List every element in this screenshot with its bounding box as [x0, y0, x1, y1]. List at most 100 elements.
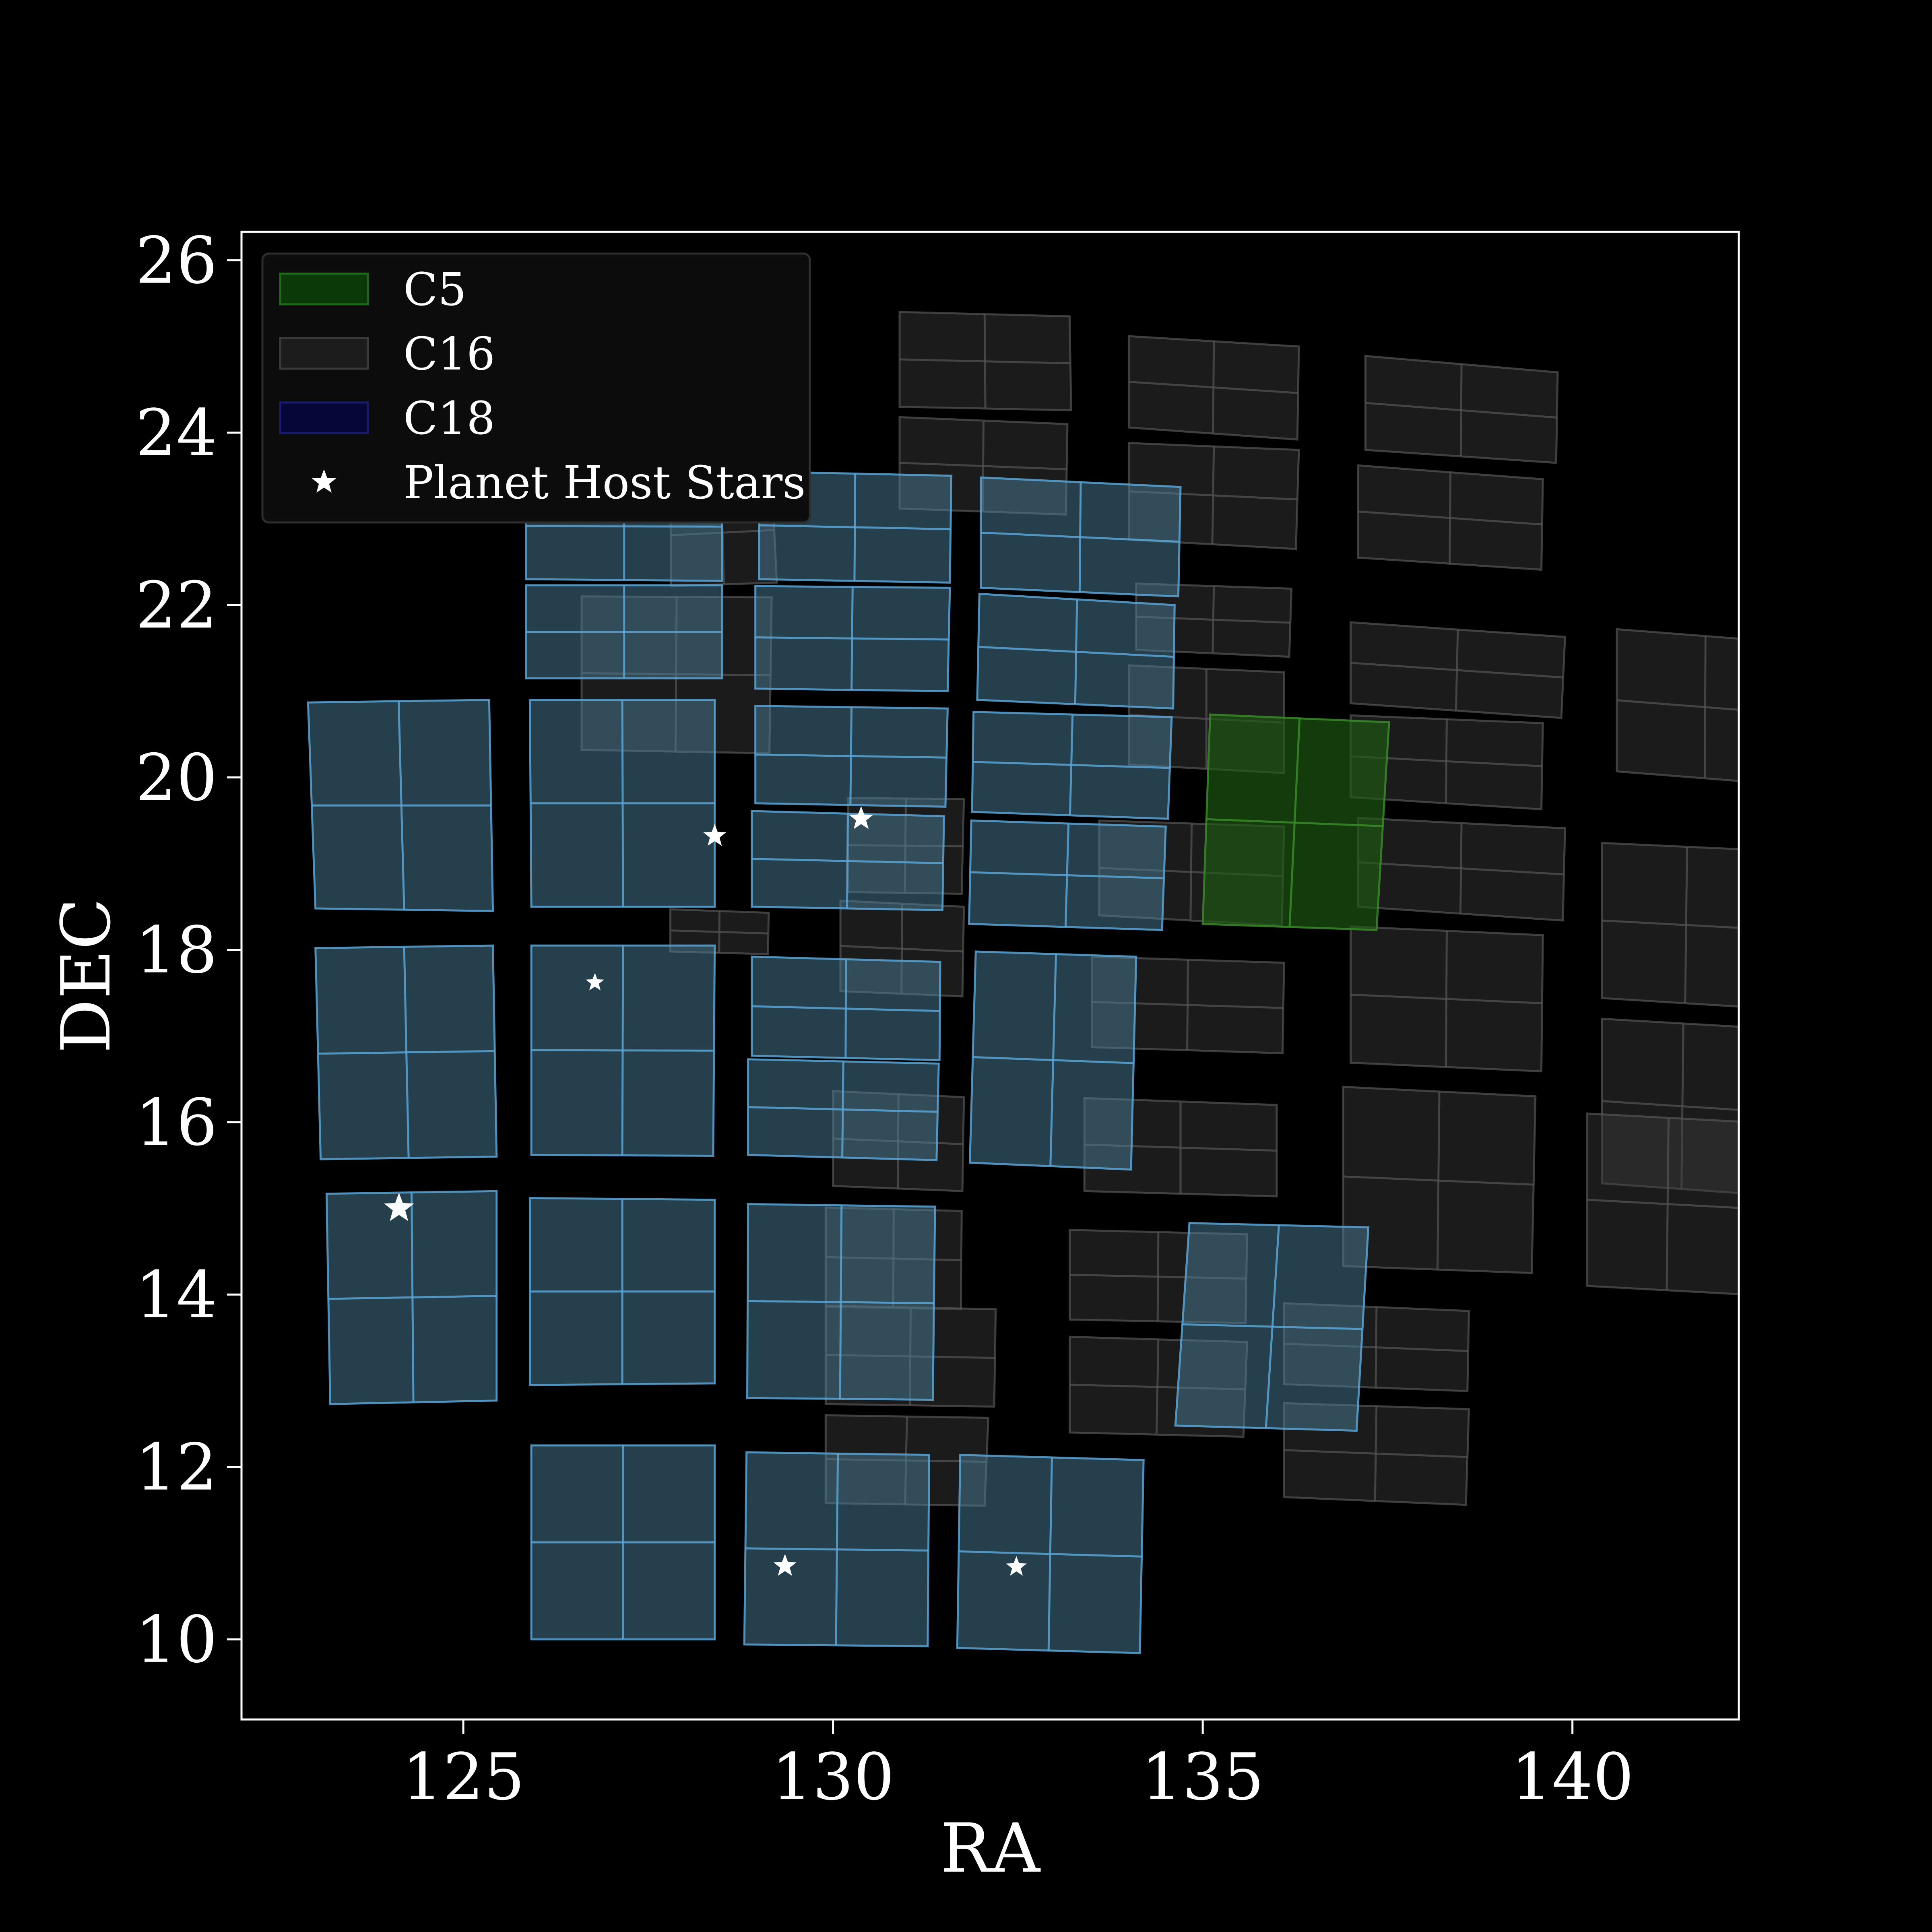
module-divider [1587, 1199, 1739, 1209]
y-tick-label: 10 [135, 1602, 217, 1677]
y-tick-label: 24 [135, 395, 217, 471]
module-divider [1602, 1100, 1739, 1111]
field-module [971, 711, 1173, 820]
module-divider [751, 1005, 940, 1012]
module-divider [1284, 1449, 1468, 1458]
module-divider [1350, 993, 1542, 1004]
campaign-c18 [307, 470, 1370, 1654]
module-divider [1365, 402, 1557, 419]
module-divider [1343, 1175, 1534, 1186]
legend-item: C5 [279, 264, 466, 316]
field-module [751, 810, 945, 911]
y-tick-label: 18 [135, 912, 217, 988]
field-module [747, 1058, 940, 1161]
field-module [1364, 355, 1559, 464]
x-tick-label: 140 [1511, 1739, 1634, 1814]
module-divider [899, 462, 1067, 471]
y-tick-label: 26 [135, 223, 217, 298]
field-module [746, 1203, 936, 1401]
module-divider [318, 1050, 495, 1055]
module-divider [972, 761, 1170, 769]
legend-item: Planet Host Stars [312, 457, 806, 509]
y-tick-label: 12 [135, 1430, 217, 1505]
planet-host-star [586, 973, 604, 991]
field-module [976, 592, 1176, 710]
planet-host-star [773, 1554, 797, 1576]
module-divider [328, 1295, 497, 1300]
field-module [956, 1454, 1145, 1654]
campaign-c5 [1201, 713, 1390, 931]
legend-swatch [279, 401, 369, 434]
field-module [1601, 1018, 1739, 1194]
field-module [1201, 713, 1390, 931]
legend-swatch [279, 337, 369, 370]
field-module [1357, 464, 1544, 571]
legend-label: C5 [403, 264, 466, 316]
x-tick-label: 130 [772, 1739, 894, 1814]
legend-label: Planet Host Stars [403, 457, 806, 509]
field-module [530, 944, 716, 1157]
field-module [314, 944, 498, 1160]
field-module [754, 705, 949, 808]
planet-host-star [1006, 1556, 1027, 1576]
planet-host-star [384, 1193, 414, 1221]
module-divider [958, 1550, 1142, 1558]
field-module [1342, 1086, 1537, 1274]
field-module [1127, 335, 1300, 441]
module-divider [745, 1547, 929, 1552]
legend-label: C18 [403, 392, 495, 445]
module-divider [751, 858, 943, 865]
field-module [528, 1197, 716, 1386]
field-module [751, 956, 941, 1061]
y-tick-label: 20 [135, 740, 217, 815]
field-module [1174, 1222, 1370, 1432]
field-module [528, 699, 716, 908]
plot-frame [240, 231, 1740, 1721]
planet-host-star [849, 806, 873, 829]
field-module [669, 908, 770, 956]
module-divider [899, 358, 1071, 365]
module-divider [755, 636, 949, 641]
module-divider [670, 929, 768, 935]
module-divider [980, 531, 1180, 543]
field-module [325, 1190, 498, 1405]
module-divider [1129, 381, 1298, 394]
module-divider [1616, 699, 1739, 711]
module-divider [970, 871, 1164, 879]
field-module [1350, 621, 1566, 719]
legend-item: C18 [279, 392, 495, 445]
planet-host-stars [384, 806, 1027, 1576]
legend: C5 C16 C18 Planet Host Stars [261, 252, 811, 524]
field-module [1586, 1112, 1739, 1295]
module-divider [759, 524, 951, 530]
field-module [980, 476, 1182, 598]
module-divider [1602, 919, 1739, 929]
legend-star-marker [312, 469, 336, 493]
module-divider [972, 1056, 1134, 1064]
field-module [1357, 817, 1566, 922]
module-divider [747, 1300, 934, 1305]
legend-box [261, 252, 811, 524]
module-divider [755, 753, 947, 759]
module-divider [978, 646, 1174, 658]
x-axis-ticks: 125 130 135 140 [402, 1719, 1634, 1814]
legend-swatch [279, 272, 369, 305]
module-divider [1358, 861, 1564, 875]
module-divider [531, 1049, 714, 1052]
x-tick-label: 135 [1141, 1739, 1264, 1814]
campaign-fields [307, 311, 1739, 1654]
field-module [1616, 628, 1739, 782]
field-module [307, 699, 494, 912]
module-divider [1206, 818, 1383, 827]
planet-host-star [703, 824, 727, 846]
y-axis-ticks: 10 12 14 16 18 20 22 24 26 [135, 223, 242, 1677]
module-divider [1350, 662, 1563, 679]
field-module [898, 311, 1072, 411]
module-divider [1182, 1323, 1362, 1330]
legend-item: C16 [279, 328, 495, 380]
x-axis-label: RA [940, 1809, 1040, 1888]
module-divider [840, 945, 964, 953]
module-divider [748, 1106, 938, 1113]
field-module [743, 1451, 930, 1647]
